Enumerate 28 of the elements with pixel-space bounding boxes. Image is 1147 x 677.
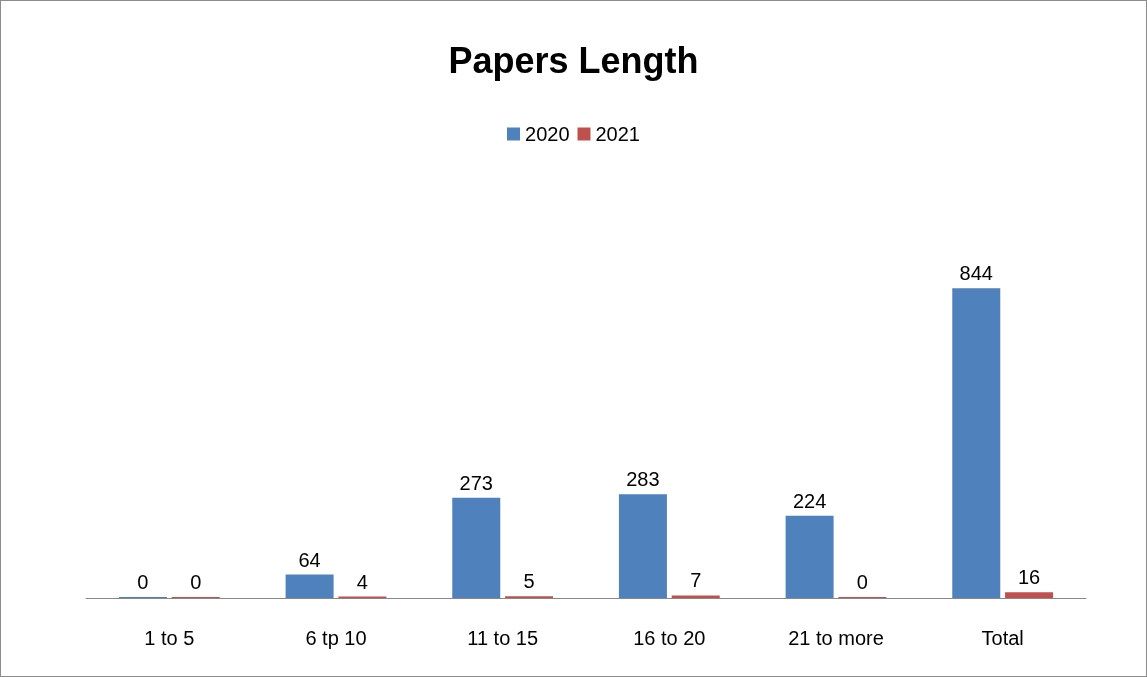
legend-label: 2021 (595, 123, 640, 145)
data-label: 64 (298, 548, 321, 571)
bar (452, 497, 501, 598)
x-tick-label: 11 to 15 (467, 627, 539, 649)
data-label: 0 (856, 571, 868, 593)
data-label: 283 (626, 468, 660, 491)
data-label: 5 (523, 570, 535, 593)
x-tick-label: 1 to 5 (144, 627, 195, 649)
legend-label: 2020 (525, 123, 570, 145)
data-label: 4 (356, 570, 368, 593)
chart-title: Papers Length (448, 39, 699, 81)
x-tick-label: 6 tp 10 (305, 627, 367, 649)
data-label: 844 (959, 262, 993, 285)
bar (785, 515, 834, 598)
bar (952, 288, 1001, 598)
bar (618, 494, 667, 598)
bar (671, 595, 720, 598)
bar (1005, 592, 1054, 598)
data-label: 0 (137, 571, 149, 593)
x-tick-label: 16 to 20 (633, 627, 706, 649)
x-tick-label: Total (981, 627, 1024, 649)
data-label: 7 (690, 569, 702, 592)
data-label: 224 (792, 489, 827, 512)
data-label: 16 (1017, 566, 1041, 589)
x-tick-label: 21 to more (788, 627, 884, 649)
data-label: 273 (459, 471, 493, 494)
bar (285, 574, 334, 598)
data-label: 0 (190, 571, 202, 593)
